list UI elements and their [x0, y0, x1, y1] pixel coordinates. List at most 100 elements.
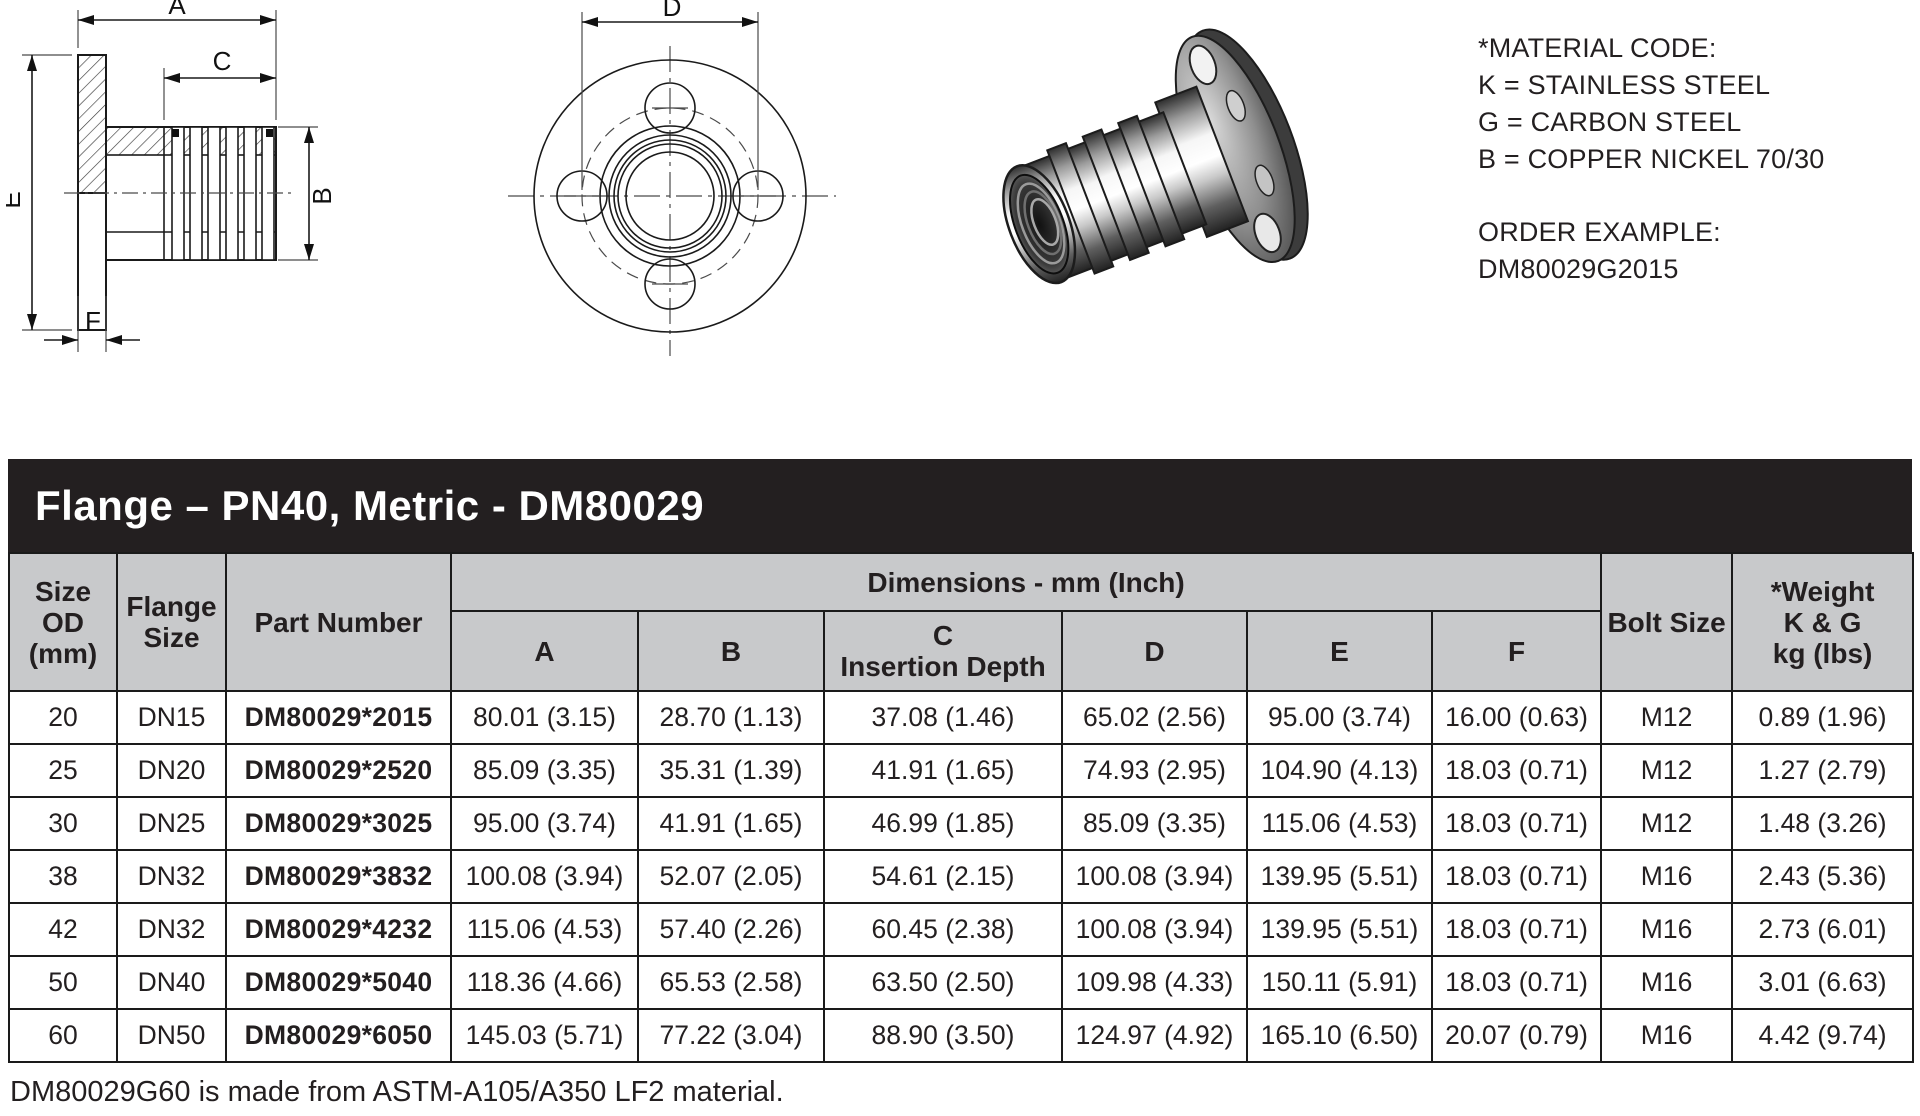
table-cell: 139.95 (5.51): [1246, 849, 1433, 904]
material-code-block: *MATERIAL CODE: K = STAINLESS STEEL G = …: [1478, 30, 1825, 288]
col-header-dim-a: A: [450, 610, 639, 692]
col-header-dim-f: F: [1430, 610, 1603, 692]
table-cell: DN50: [116, 1008, 227, 1063]
dim-E: E: [6, 54, 72, 331]
table-cell: 150.11 (5.91): [1246, 955, 1433, 1010]
table-cell: DN40: [116, 955, 227, 1010]
dim-label-b: B: [307, 187, 337, 204]
table-cell: 100.08 (3.94): [1061, 902, 1248, 957]
table-title-bar: Flange – PN40, Metric - DM80029: [8, 459, 1912, 552]
front-view-drawing: D: [508, 0, 836, 356]
table-cell: DN15: [116, 690, 227, 745]
table-cell: 42: [8, 902, 118, 957]
table-cell: 77.22 (3.04): [637, 1008, 825, 1063]
table-cell: 18.03 (0.71): [1430, 902, 1603, 957]
dim-label-d: D: [663, 0, 682, 22]
table-cell: 1.27 (2.79): [1731, 743, 1915, 798]
table-cell: 1.48 (3.26): [1731, 796, 1915, 851]
dim-A: A: [77, 0, 277, 120]
table-cell: 3.01 (6.63): [1731, 955, 1915, 1010]
table-cell: 38: [8, 849, 118, 904]
spec-table-section: Flange – PN40, Metric - DM80029 Size OD …: [8, 459, 1915, 1063]
dim-label-e: E: [6, 191, 26, 208]
table-cell: DM80029*2520: [225, 743, 452, 798]
table-cell: DM80029*2015: [225, 690, 452, 745]
table-cell: 30: [8, 796, 118, 851]
table-cell: 118.36 (4.66): [450, 955, 639, 1010]
flange-outer-circle: [533, 59, 807, 333]
table-cell: 115.06 (4.53): [1246, 796, 1433, 851]
col-header-dim-c: C Insertion Depth: [823, 610, 1063, 692]
table-cell: DN32: [116, 849, 227, 904]
table-cell: 65.53 (2.58): [637, 955, 825, 1010]
table-cell: 37.08 (1.46): [823, 690, 1063, 745]
table-cell: M12: [1600, 743, 1734, 798]
table-cell: DM80029*3832: [225, 849, 452, 904]
table-cell: DN32: [116, 902, 227, 957]
table-cell: 25: [8, 743, 118, 798]
table-cell: 95.00 (3.74): [1246, 690, 1433, 745]
table-cell: 100.08 (3.94): [1061, 849, 1248, 904]
material-code-g: G = CARBON STEEL: [1478, 107, 1742, 137]
table-cell: 100.08 (3.94): [450, 849, 639, 904]
fitting-3d-group: [1002, 28, 1309, 285]
table-cell: 50: [8, 955, 118, 1010]
table-row: 60 DN50 DM80029*6050 145.03 (5.71) 77.22 (3.…: [8, 1008, 1915, 1063]
col-header-part-number: Part Number: [225, 552, 452, 692]
table-row: 50 DN40 DM80029*5040 118.36 (4.66) 65.53 (2.…: [8, 955, 1915, 1010]
table-cell: 18.03 (0.71): [1430, 796, 1603, 851]
table-cell: 145.03 (5.71): [450, 1008, 639, 1063]
flange-plate-section: [77, 54, 107, 194]
col-header-dim-e: E: [1246, 610, 1433, 692]
table-row: 25 DN20 DM80029*2520 85.09 (3.35) 35.31 (1.3…: [8, 743, 1915, 798]
table-cell: 88.90 (3.50): [823, 1008, 1063, 1063]
table-cell: 109.98 (4.33): [1061, 955, 1248, 1010]
dim-C: C: [163, 46, 276, 120]
table-cell: M12: [1600, 796, 1734, 851]
product-photo-3d: [1002, 28, 1309, 285]
material-footnote: DM80029G60 is made from ASTM-A105/A350 L…: [10, 1076, 784, 1108]
table-cell: 57.40 (2.26): [637, 902, 825, 957]
dim-B: B: [278, 126, 337, 261]
spec-table: Size OD (mm) Flange Size Part Number Dim…: [8, 552, 1915, 1063]
table-cell: 20: [8, 690, 118, 745]
table-cell: 4.42 (9.74): [1731, 1008, 1915, 1063]
bore-circle: [625, 151, 715, 241]
table-cell: 63.50 (2.50): [823, 955, 1063, 1010]
table-cell: DN25: [116, 796, 227, 851]
table-cell: 115.06 (4.53): [450, 902, 639, 957]
o-ring-right: [266, 129, 273, 137]
table-cell: DM80029*3025: [225, 796, 452, 851]
col-header-weight: *Weight K & G kg (lbs): [1731, 552, 1915, 692]
dim-label-f: F: [85, 306, 101, 336]
table-cell: 139.95 (5.51): [1246, 902, 1433, 957]
col-header-flange-size: Flange Size: [116, 552, 227, 692]
material-code-k: K = STAINLESS STEEL: [1478, 70, 1771, 100]
table-cell: 46.99 (1.85): [823, 796, 1063, 851]
table-cell: 16.00 (0.63): [1430, 690, 1603, 745]
table-cell: M12: [1600, 690, 1734, 745]
dim-label-a: A: [168, 0, 186, 20]
header-row-2: A B C Insertion Depth D E F: [9, 610, 1913, 692]
header-row-1: Size OD (mm) Flange Size Part Number Dim…: [8, 552, 1915, 692]
flange-plate-lower: [77, 192, 107, 331]
table-cell: 60: [8, 1008, 118, 1063]
table-cell: 52.07 (2.05): [637, 849, 825, 904]
table-cell: 28.70 (1.13): [637, 690, 825, 745]
material-code-b: B = COPPER NICKEL 70/30: [1478, 144, 1825, 174]
table-cell: DM80029*4232: [225, 902, 452, 957]
table-cell: 85.09 (3.35): [1061, 796, 1248, 851]
table-cell: 95.00 (3.74): [450, 796, 639, 851]
col-header-size-od: Size OD (mm): [8, 552, 118, 692]
table-cell: 124.97 (4.92): [1061, 1008, 1248, 1063]
order-example-value: DM80029G2015: [1478, 254, 1679, 284]
table-cell: DN20: [116, 743, 227, 798]
material-code-title: *MATERIAL CODE:: [1478, 33, 1717, 63]
table-cell: 104.90 (4.13): [1246, 743, 1433, 798]
table-cell: 41.91 (1.65): [637, 796, 825, 851]
table-cell: DM80029*5040: [225, 955, 452, 1010]
o-ring-left: [172, 129, 179, 137]
table-cell: M16: [1600, 902, 1734, 957]
dim-D: D: [581, 0, 759, 190]
table-cell: 41.91 (1.65): [823, 743, 1063, 798]
